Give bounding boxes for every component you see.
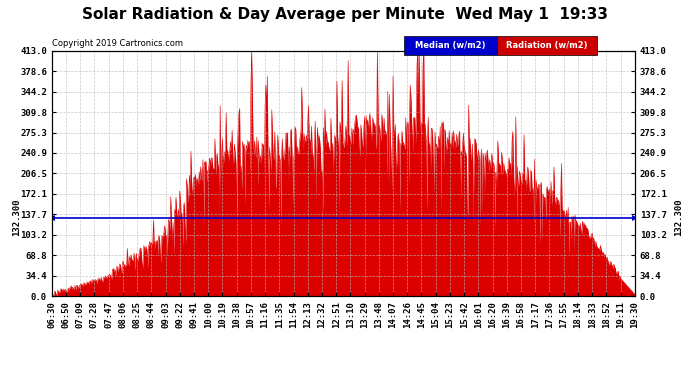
Text: Radiation (w/m2): Radiation (w/m2) [506, 41, 588, 50]
Text: Solar Radiation & Day Average per Minute  Wed May 1  19:33: Solar Radiation & Day Average per Minute… [82, 8, 608, 22]
Text: Median (w/m2): Median (w/m2) [415, 41, 486, 50]
Text: 132.300: 132.300 [12, 199, 21, 236]
Text: Copyright 2019 Cartronics.com: Copyright 2019 Cartronics.com [52, 39, 183, 48]
Text: 132.300: 132.300 [674, 199, 683, 236]
